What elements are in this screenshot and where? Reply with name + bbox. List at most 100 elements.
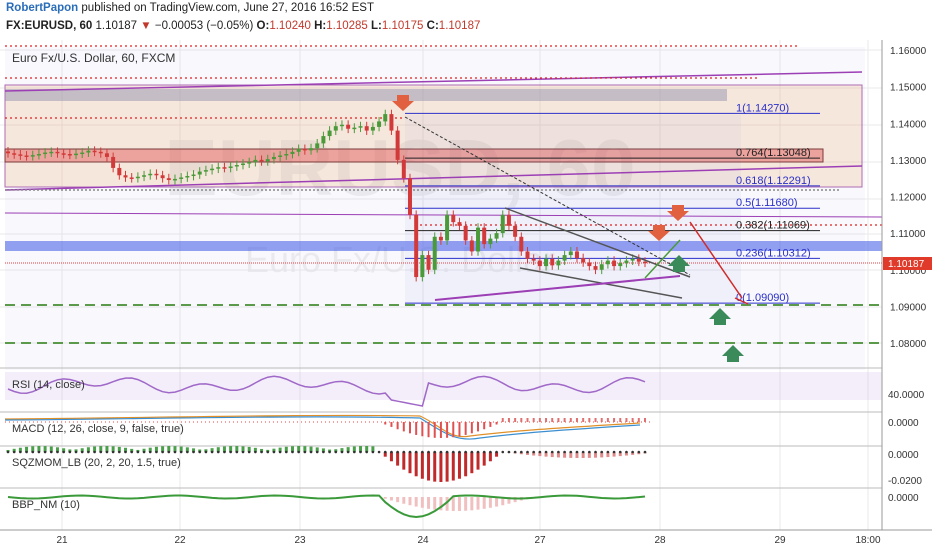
candle-body (222, 167, 227, 169)
sqzmom-dot (328, 450, 331, 454)
x-tick-label: 21 (56, 535, 68, 546)
x-axis[interactable]: 21 22 23 24 27 28 29 18:00 (56, 535, 881, 546)
candle-body (216, 167, 221, 169)
candle-body (624, 260, 629, 264)
x-tick-label: 29 (774, 535, 786, 546)
sqzmom-bar (222, 446, 226, 452)
bbp-bar (507, 497, 511, 504)
sqzmom-dot (643, 450, 647, 454)
sqzmom-dot (62, 450, 65, 454)
sqzmom-dot (507, 450, 511, 454)
candle-body (253, 159, 258, 163)
x-tick-label: 23 (294, 535, 306, 546)
sqzmom-dot (111, 450, 115, 454)
sqzmom-dot (612, 450, 616, 454)
sqzmom-bar (482, 452, 486, 466)
y-tick-label: 1.14000 (890, 119, 927, 130)
candle-body (203, 170, 208, 172)
y-tick-label: 1.12000 (890, 193, 927, 204)
sqzmom-bar (37, 446, 41, 452)
sqzmom-dot (470, 450, 474, 454)
sqzmom-bar (556, 452, 560, 458)
sqzmom-dot (99, 450, 103, 454)
sqzmom-dot (291, 450, 294, 454)
sqzmom-bar (563, 452, 567, 458)
macd-bar (594, 418, 597, 422)
dashed-trendline (404, 116, 691, 276)
candle-body (6, 151, 10, 154)
candle-body (123, 175, 128, 178)
candle-body (494, 233, 499, 239)
channel-top-line (4, 71, 863, 92)
sqzmom-dot (25, 450, 28, 454)
sqzmom-bar (631, 452, 635, 455)
sqzmom-dot (229, 450, 232, 454)
sqzmom-dot (56, 450, 59, 454)
candle-body (482, 227, 487, 245)
candle-body (284, 154, 289, 156)
candle-body (581, 258, 586, 263)
candle-body (451, 214, 456, 223)
sqzmom-dot (167, 450, 171, 454)
sqzmom-bar (581, 452, 585, 458)
down-arrow-icon: ▼ (140, 20, 152, 32)
price-chart[interactable]: EURUSD, 60 Euro Fx/U.S. Dollar 1(1.14270… (0, 40, 932, 550)
bbp-pane: BBP_NM (10) (0, 487, 882, 519)
sqzmom-bar (532, 452, 536, 456)
sqzmom-dot (489, 450, 492, 454)
macd-bar (631, 418, 634, 422)
sqzmom-bar (445, 452, 449, 482)
sqzmom-dot (68, 450, 72, 454)
x-tick-label: 22 (174, 535, 186, 546)
sqzmom-bar (303, 446, 307, 452)
sqzmom-dot (124, 450, 127, 454)
macd-bar (557, 418, 560, 422)
sqzmom-dot (223, 450, 226, 454)
quote-line: FX:EURUSD, 60 1.10187 ▼ −0.00053 (−0.05%… (6, 20, 480, 32)
y-tick-label: 1.11000 (890, 229, 926, 240)
price-change: −0.00053 (−0.05%) (154, 20, 254, 32)
sqzmom-dot (408, 450, 412, 454)
sqzmom-dot (588, 450, 591, 454)
macd-bar (520, 418, 523, 422)
candle-body (500, 214, 505, 234)
sqzmom-dot (383, 450, 387, 454)
purple-support-line (434, 275, 681, 301)
candle-body (166, 178, 171, 181)
sqzmom-bar (439, 452, 443, 482)
fib-label: 0.382(1.11069) (736, 220, 810, 232)
macd-bar (427, 422, 430, 438)
sqzmom-dot (340, 450, 344, 454)
bbp-bar (408, 497, 412, 506)
x-tick-label: 27 (534, 535, 546, 546)
macd-bar (384, 422, 387, 425)
sqzmom-bar (427, 452, 431, 481)
sqzmom-bar (457, 452, 461, 479)
bbp-bar (482, 497, 486, 509)
sqzmom-bar (253, 447, 257, 452)
macd-bar (606, 418, 609, 422)
bbp-bar (501, 497, 505, 506)
sqzmom-bar (86, 447, 90, 452)
candle-body (593, 266, 598, 270)
candle-body (537, 260, 542, 267)
open-label: O: (256, 20, 270, 32)
candle-body (420, 255, 425, 278)
bbp-bar (439, 497, 443, 511)
y-axis[interactable]: 1.16000 1.15000 1.14000 1.13000 1.12000 1.110… (890, 46, 927, 350)
bullish-path-line (644, 239, 681, 279)
bbp-bar (476, 497, 480, 510)
candle-body (370, 126, 375, 131)
macd-bar (514, 418, 517, 422)
macd-bar (619, 418, 622, 422)
y-tick-label: 1.08000 (890, 339, 927, 350)
candle-body (352, 127, 357, 130)
author-link[interactable]: RobertPapon (6, 2, 79, 14)
macd-bar (637, 418, 640, 422)
sqzmom-dot (346, 450, 350, 454)
candle-body (61, 153, 66, 155)
symbol-label[interactable]: FX:EURUSD, 60 (6, 20, 93, 32)
sqzmom-dot (272, 450, 276, 454)
sqzmom-bar (495, 452, 499, 457)
candle-body (278, 155, 283, 157)
